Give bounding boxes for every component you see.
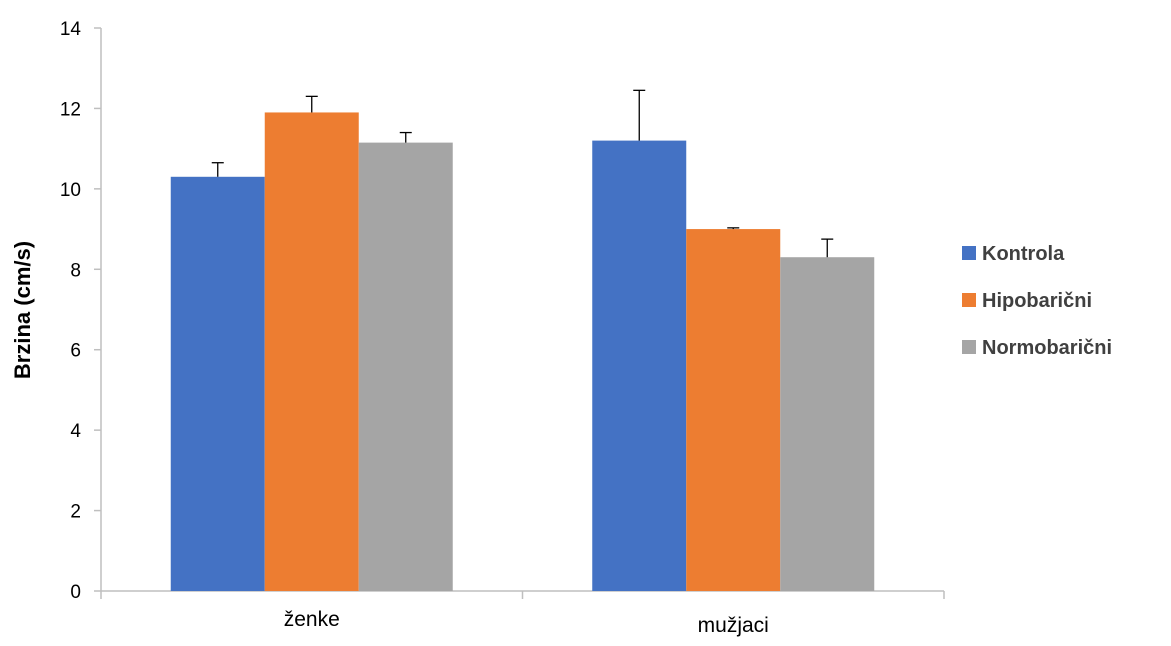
labels: Brzina (cm/s) ženke mužjaci xyxy=(10,241,769,637)
y-tick-label: 10 xyxy=(60,180,81,201)
y-tick-label: 4 xyxy=(70,421,81,442)
bar-normobarični-1 xyxy=(358,142,453,591)
legend: Kontrola Hipobarični Normobarični xyxy=(962,243,1112,359)
y-tick-label: 6 xyxy=(70,341,81,362)
legend-label-normobarični: Normobarični xyxy=(982,337,1112,359)
y-tick-label: 12 xyxy=(60,99,81,120)
y-tick-label: 0 xyxy=(70,582,81,603)
y-tick-label: 14 xyxy=(60,19,82,40)
bar-normobarični-2 xyxy=(780,257,875,591)
y-axis-title: Brzina (cm/s) xyxy=(10,241,35,379)
x-category-label: ženke xyxy=(284,608,340,631)
bar-kontrola-1 xyxy=(170,176,265,592)
legend-label-hipobarični: Hipobarični xyxy=(982,290,1092,312)
legend-swatch-kontrola xyxy=(962,246,976,260)
bars xyxy=(170,89,875,592)
x-category-label: mužjaci xyxy=(698,614,769,637)
bar-hipobarični-1 xyxy=(264,112,359,591)
legend-swatch-normobarični xyxy=(962,340,976,354)
y-tick-label: 8 xyxy=(70,260,81,281)
legend-swatch-hipobarični xyxy=(962,293,976,307)
bar-kontrola-2 xyxy=(592,140,687,591)
bar-hipobarični-2 xyxy=(686,229,781,592)
y-tick-label: 2 xyxy=(70,502,81,523)
legend-label-kontrola: Kontrola xyxy=(982,243,1065,265)
